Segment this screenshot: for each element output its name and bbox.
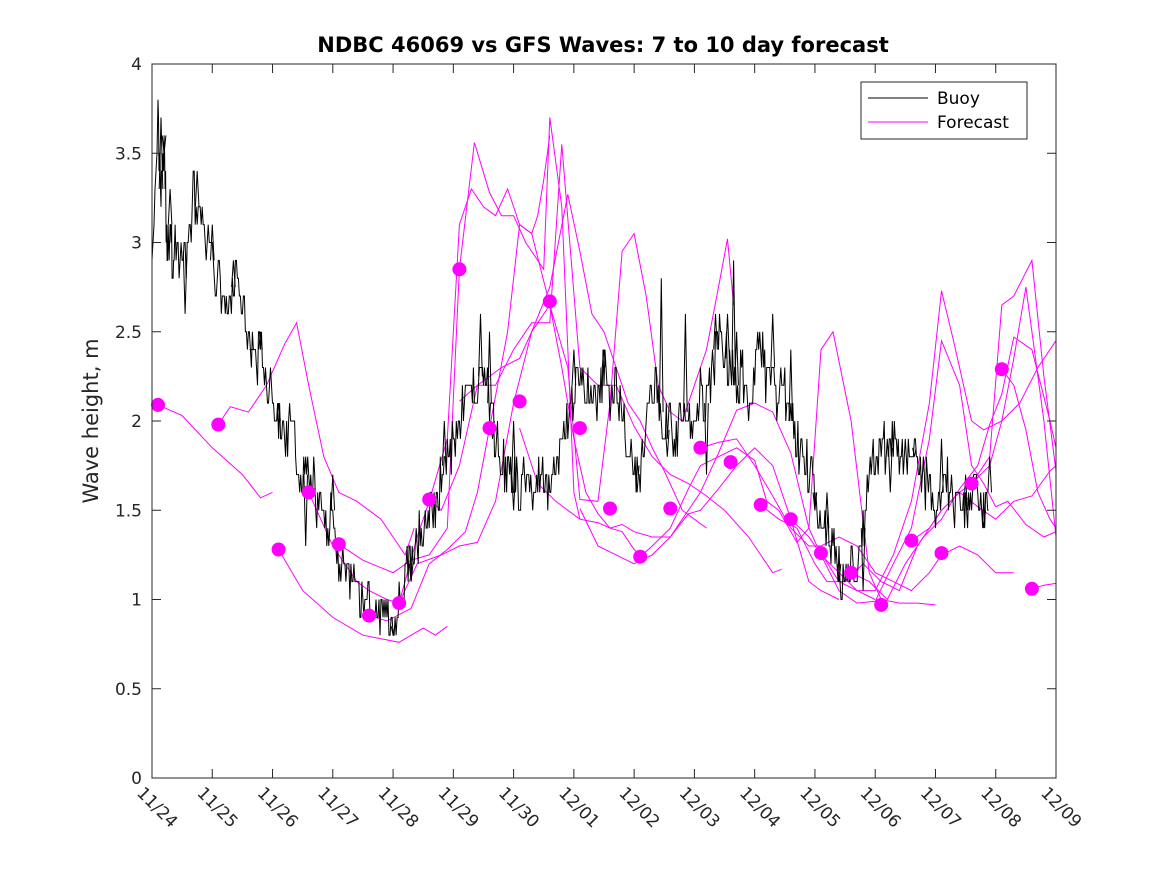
legend-buoy-label: Buoy (937, 89, 980, 109)
y-tick-label: 0 (131, 769, 142, 789)
y-tick-label: 2 (131, 412, 142, 432)
forecast-marker-21 (814, 546, 828, 561)
buoy-spike-31 (734, 331, 739, 386)
forecast-marker-10 (482, 421, 497, 436)
buoy-spike-20 (511, 474, 516, 511)
forecast-marker-9 (452, 262, 467, 277)
forecast-marker-13 (572, 421, 587, 436)
buoy-spike-24 (658, 278, 664, 413)
buoy-spike-29 (725, 313, 730, 359)
buoy-spike-19 (511, 420, 516, 475)
forecast-marker-5 (331, 537, 346, 552)
buoy-spike-37 (860, 528, 866, 591)
buoy-spike-43 (987, 456, 992, 493)
forecast-marker-6 (362, 608, 376, 623)
buoy-spike-26 (683, 313, 688, 413)
forecast-marker-19 (753, 497, 768, 512)
forecast-marker-11 (512, 394, 527, 409)
buoy-spike-40 (939, 438, 944, 493)
y-tick-label: 3 (131, 234, 142, 254)
marker-layer (151, 262, 1039, 623)
buoy-spike-33 (788, 349, 794, 422)
buoy-spike-7 (231, 260, 236, 288)
forecast-line-20 (1001, 368, 1056, 529)
forecast-marker-1 (151, 397, 165, 412)
forecast-line-7 (398, 194, 707, 604)
forecast-line-15 (790, 338, 1056, 604)
forecast-line-6 (368, 223, 641, 622)
forecast-marker-24 (904, 533, 919, 548)
forecast-marker-17 (693, 440, 708, 455)
buoy-spike-9 (258, 331, 263, 350)
forecast-marker-27 (994, 362, 1009, 377)
legend-forecast-label: Forecast (937, 113, 1009, 133)
forecast-marker-14 (603, 501, 617, 516)
buoy-spike-2 (161, 135, 167, 154)
forecast-marker-28 (1024, 581, 1039, 596)
y-tick-label: 3.5 (115, 144, 142, 164)
buoy-spike-36 (836, 563, 842, 582)
y-axis-label: Wave height, m (79, 338, 103, 503)
buoy-spike-15 (442, 420, 447, 466)
buoy-spike-25 (665, 429, 670, 457)
forecast-line-2 (217, 321, 415, 557)
buoy-spike-4 (182, 251, 188, 314)
y-tick-label: 1.5 (115, 501, 142, 521)
legend-box (860, 81, 1028, 140)
forecast-marker-3 (271, 542, 286, 557)
forecast-marker-7 (392, 596, 407, 611)
forecast-marker-22 (844, 565, 859, 580)
forecast-line-13 (700, 438, 1014, 592)
forecast-marker-4 (301, 485, 316, 500)
buoy-spike-23 (634, 465, 640, 493)
forecast-line-9 (459, 232, 735, 502)
buoy-spike-16 (478, 313, 483, 377)
buoy-spike-22 (601, 349, 607, 368)
chart-title: NDBC 46069 vs GFS Waves: 7 to 10 day for… (317, 33, 888, 57)
forecast-marker-20 (783, 512, 798, 527)
buoy-spike-34 (812, 492, 818, 511)
buoy-spike-5 (194, 171, 200, 207)
buoy-spike-39 (912, 447, 917, 457)
forecast-marker-12 (542, 294, 557, 309)
buoy-spike-38 (888, 447, 893, 493)
buoy-spike-41 (963, 474, 968, 511)
forecast-marker-18 (723, 455, 738, 470)
buoy-spike-12 (330, 474, 336, 511)
forecast-line-12 (639, 330, 936, 606)
buoy-spike-32 (770, 313, 776, 368)
y-tick-label: 4 (131, 55, 142, 75)
forecast-line-1 (157, 404, 273, 499)
forecast-marker-2 (211, 417, 226, 432)
buoy-spike-6 (210, 224, 215, 261)
buoy-spike-14 (408, 563, 414, 582)
buoy-spike-1 (158, 117, 164, 190)
buoy-spike-17 (487, 331, 492, 404)
buoy-spike-30 (731, 260, 736, 377)
buoy-spike-28 (713, 313, 718, 350)
forecast-marker-23 (874, 597, 889, 612)
legend: Buoy Forecast (860, 81, 1028, 140)
buoy-spike-21 (571, 349, 577, 386)
forecast-marker-16 (663, 501, 678, 516)
buoy-spike-27 (704, 403, 709, 475)
forecast-marker-15 (633, 549, 648, 564)
buoy-spike-13 (390, 626, 396, 636)
buoy-spike-42 (981, 510, 986, 529)
forecast-marker-25 (934, 546, 949, 561)
buoy-spike-3 (167, 188, 173, 225)
plot-area (152, 64, 1056, 778)
forecast-marker-26 (964, 476, 979, 491)
buoy-line (152, 99, 989, 636)
buoy-spike-10 (276, 403, 281, 422)
forecast-line-3 (278, 549, 448, 643)
y-tick-label: 1 (131, 591, 142, 611)
y-tick-label: 0.5 (115, 680, 142, 700)
buoy-spike-35 (824, 492, 830, 529)
y-tick-label: 2.5 (115, 323, 142, 343)
forecast-marker-8 (422, 492, 437, 507)
